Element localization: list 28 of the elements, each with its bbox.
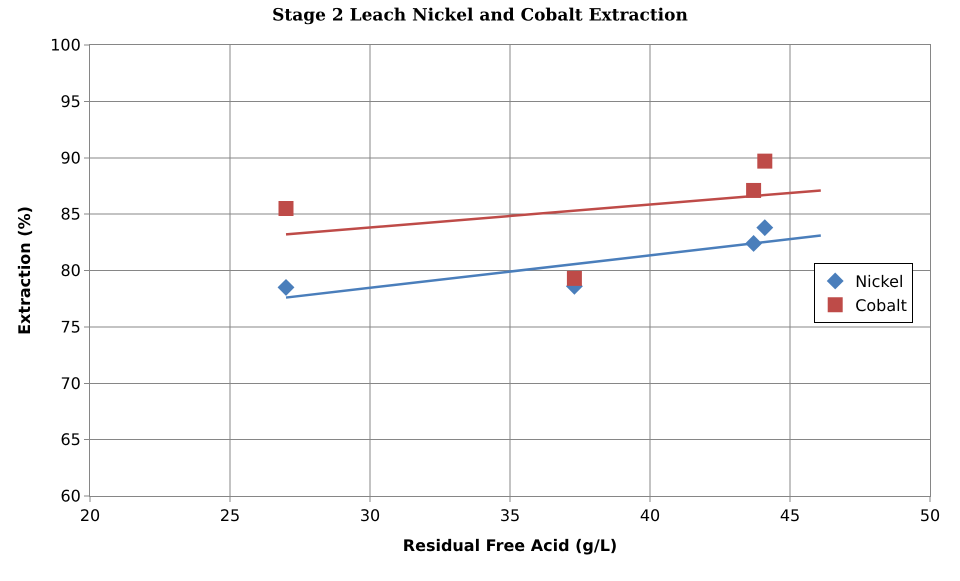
x-tick-label: 50: [920, 506, 940, 526]
y-tick-label: 75: [60, 317, 81, 336]
x-tick-label: 45: [780, 506, 800, 526]
legend-label: Cobalt: [855, 296, 907, 315]
y-tick-label: 85: [60, 204, 81, 224]
point: [278, 278, 294, 296]
point: [566, 270, 582, 286]
y-tick-label: 65: [60, 430, 81, 450]
y-tick-label: 95: [60, 92, 81, 111]
legend-label: Nickel: [855, 272, 904, 292]
x-tick-label: 20: [80, 506, 100, 526]
point: [757, 154, 772, 169]
x-tick-label: 25: [220, 506, 240, 526]
y-axis-title: Extraction (%): [15, 206, 34, 335]
x-tick-label: 30: [360, 506, 380, 526]
point: [746, 182, 762, 198]
chart-title: Stage 2 Leach Nickel and Cobalt Extraction: [272, 6, 688, 26]
y-tick-label: 70: [60, 374, 81, 393]
point: [278, 200, 294, 216]
x-tick-label: 40: [640, 506, 660, 526]
point: [745, 234, 762, 252]
x-axis-title: Residual Free Acid (g/L): [402, 536, 618, 555]
y-tick-label: 90: [60, 148, 81, 168]
y-tick-label: 100: [50, 36, 81, 55]
x-tick-label: 35: [500, 506, 520, 526]
y-tick-label: 60: [60, 486, 81, 506]
y-tick-label: 80: [60, 261, 81, 280]
point: [756, 219, 774, 236]
